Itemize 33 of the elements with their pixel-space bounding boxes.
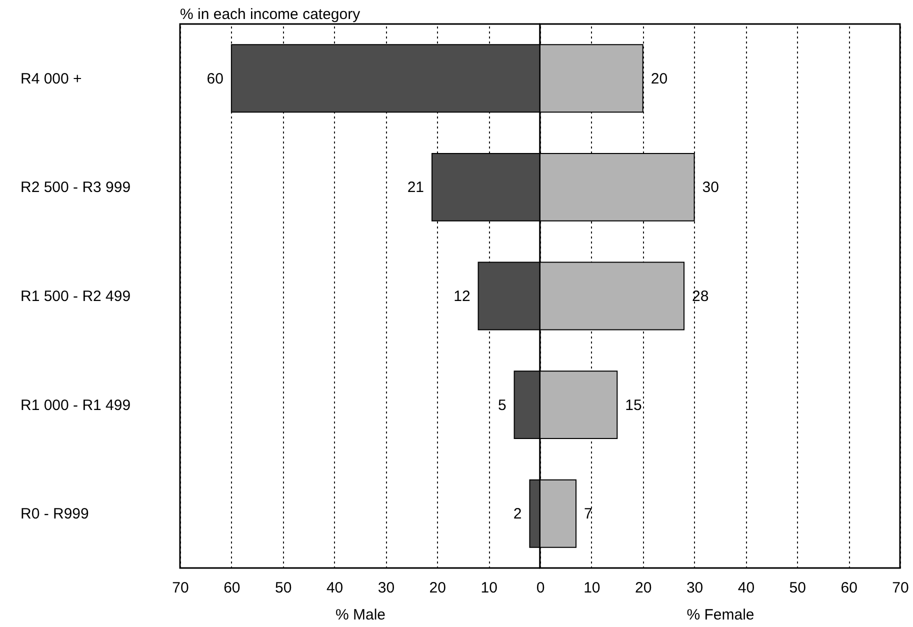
data-label: 12 <box>454 288 470 305</box>
y-tick-label: R4 000 + <box>20 70 82 88</box>
data-label: 30 <box>702 179 719 196</box>
x-tick-label: 10 <box>584 580 600 596</box>
x-tick-label: 20 <box>635 580 652 596</box>
chart-title: % in each income category <box>180 6 361 23</box>
data-label: 15 <box>625 396 642 414</box>
data-label: 7 <box>584 506 592 523</box>
y-tick-label: R2 500 - R3 999 <box>20 179 131 196</box>
data-label: 21 <box>407 179 424 196</box>
x-tick-label: 30 <box>378 580 395 596</box>
x-tick-label: 50 <box>275 580 292 596</box>
x-tick-label: 10 <box>480 580 498 596</box>
x-tick-label: 70 <box>172 580 189 596</box>
x-tick-label: 60 <box>224 580 240 596</box>
data-label: 5 <box>498 396 506 414</box>
y-tick-label: R1 000 - R1 499 <box>20 396 131 414</box>
x-axis-title: % Female <box>686 606 754 624</box>
y-tick-label: R0 - R999 <box>20 506 89 523</box>
y-tick-label: R1 500 - R2 499 <box>20 288 131 305</box>
data-label: 20 <box>650 70 668 88</box>
x-tick-label: 50 <box>789 580 806 596</box>
x-tick-label: 0 <box>536 580 545 596</box>
data-label: 2 <box>513 506 522 523</box>
x-tick-label: 30 <box>686 580 704 596</box>
x-tick-label: 70 <box>892 580 909 596</box>
x-tick-label: 40 <box>326 580 344 596</box>
data-label: 60 <box>206 70 224 88</box>
x-tick-label: 40 <box>738 580 755 596</box>
x-tick-label: 60 <box>840 580 858 596</box>
x-axis-title: % Male <box>335 606 386 624</box>
data-label: 28 <box>692 288 709 305</box>
x-tick-label: 20 <box>429 580 446 596</box>
